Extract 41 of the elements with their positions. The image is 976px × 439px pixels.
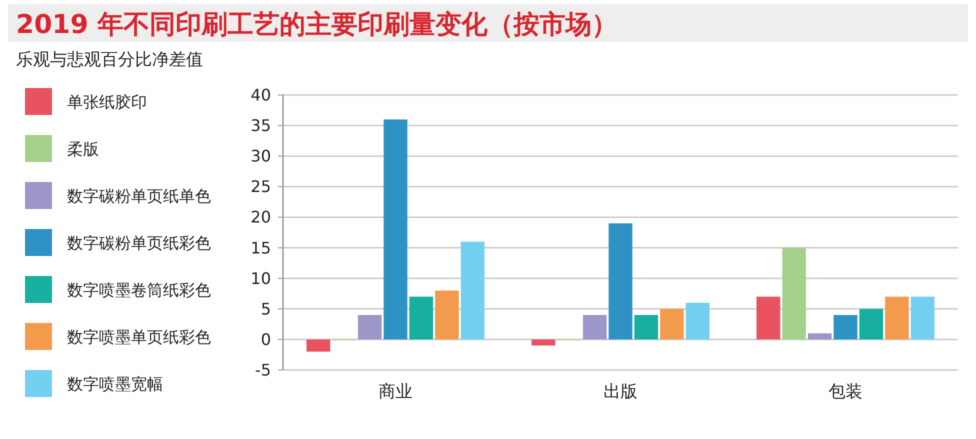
bar: [435, 290, 459, 340]
y-tick-label: 25: [250, 177, 271, 196]
bar: [756, 296, 780, 340]
y-tick-label: 5: [260, 299, 271, 318]
bar: [910, 296, 934, 340]
bar: [358, 315, 382, 340]
bar: [634, 315, 658, 340]
y-tick-label: 20: [250, 208, 271, 227]
legend-label: 柔版: [67, 140, 99, 158]
bar: [834, 315, 858, 340]
bar: [384, 119, 408, 340]
x-tick-label: 商业: [378, 382, 412, 402]
y-tick-label: -5: [255, 360, 271, 380]
legend-label: 数字碳粉单页纸单色: [67, 186, 211, 206]
text: 乐观与悲观百分比净差值: [16, 50, 203, 70]
y-tick-label: 40: [250, 86, 271, 104]
bar: [582, 315, 607, 340]
bar: [608, 223, 632, 340]
legend-label: 数字喷墨卷筒纸彩色: [67, 280, 211, 300]
x-tick-label: 包装: [828, 382, 862, 402]
bar: [460, 242, 484, 340]
bar: [306, 339, 330, 352]
legend-label: 数字喷墨单页纸彩色: [67, 328, 211, 346]
bar: [859, 308, 884, 340]
bar: [409, 296, 434, 340]
bar: [885, 296, 909, 340]
legend-label: 单张纸胶印: [67, 92, 147, 112]
y-tick-label: 0: [260, 330, 271, 349]
bar: [660, 308, 684, 340]
x-tick-label: 出版: [604, 382, 638, 402]
y-tick-label: 30: [250, 146, 271, 166]
y-tick-label: 15: [250, 238, 271, 258]
y-tick-label: 35: [250, 116, 271, 136]
legend-label: 数字喷墨宽幅: [67, 374, 163, 394]
chart-title: 2019 年不同印刷工艺的主要印刷量变化（按市场）: [16, 10, 618, 40]
bar: [782, 248, 806, 340]
y-tick-label: 10: [250, 268, 271, 288]
bar: [686, 302, 710, 340]
bar: [532, 339, 556, 346]
bar: [808, 333, 832, 340]
legend-label: 数字碳粉单页纸彩色: [67, 234, 211, 252]
